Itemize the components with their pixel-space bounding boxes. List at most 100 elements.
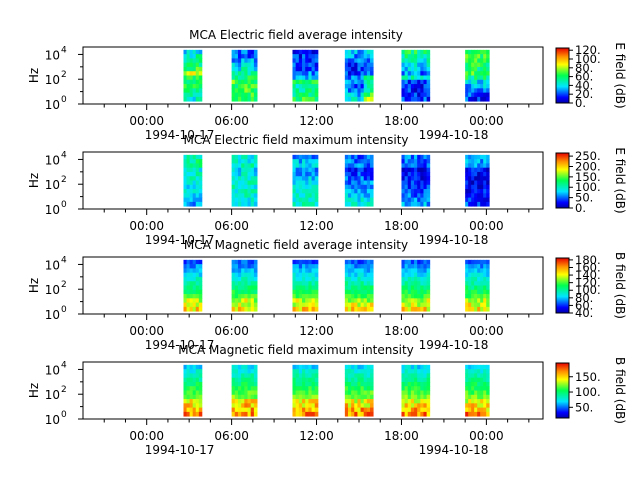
spectrogram-cell [357,407,361,413]
spectrogram-cell [363,193,368,198]
spectrogram-cell [404,66,409,72]
spectrogram-cell [308,159,312,164]
spectrogram-cell [401,294,406,299]
spectrogram-cell [480,193,484,198]
spectrogram-cell [420,193,424,198]
spectrogram-cell [250,66,255,72]
spectrogram-cell [474,154,478,160]
spectrogram-cell [186,294,191,299]
colorbar-tick-label: 150. [575,370,601,384]
spectrogram-cell [253,411,258,417]
spectrogram-cell [474,167,478,173]
spectrogram-cell [363,92,368,98]
spectrogram-cell [253,407,258,413]
spectrogram-cell [344,364,349,370]
spectrogram-cell [410,176,415,181]
spectrogram-cell [250,189,255,194]
spectrogram-cell [410,294,415,299]
spectrogram-cell [237,184,242,190]
spectrogram-cell [234,272,239,278]
spectrogram-cell [295,71,300,76]
spectrogram-cell [314,381,319,387]
spectrogram-cell [314,264,319,269]
spectrogram-cell [186,92,191,98]
spectrogram-cell [231,364,236,370]
spectrogram-cell [186,259,191,265]
spectrogram-cell [426,189,431,194]
spectrogram-cell [474,272,478,278]
spectrogram-cell [407,289,412,295]
spectrogram-cell [237,84,242,89]
y-tick-base: 10 [45,308,60,322]
spectrogram-cell [302,369,306,374]
spectrogram-cell [344,171,349,177]
spectrogram-cell [465,268,469,274]
spectrogram-cell [298,394,303,400]
spectrogram-cell [302,306,306,312]
spectrogram-cell [480,197,484,203]
spectrogram-cell [363,289,368,295]
spectrogram-cell [314,58,319,64]
spectrogram-cell [410,71,415,76]
spectrogram-cell [414,390,418,396]
spectrogram-cell [468,184,472,190]
spectrogram-cell [244,298,248,303]
spectrogram-cell [357,62,361,68]
spectrogram-cell [410,298,415,303]
spectrogram-cell [305,201,309,207]
spectrogram-cell [410,302,415,308]
spectrogram-cell [370,75,374,81]
spectrogram-cell [465,281,469,286]
spectrogram-cell [404,96,409,102]
spectrogram-cell [231,377,236,383]
spectrogram-cell [189,84,194,89]
spectrogram-cell [302,189,306,194]
spectrogram-cell [474,386,478,391]
spectrogram-cell [477,176,481,181]
spectrogram-cell [468,71,472,76]
spectrogram-cell [244,381,248,387]
spectrogram-cell [253,201,258,207]
spectrogram-cell [351,394,355,400]
spectrogram-cell [468,289,472,295]
spectrogram-cell [401,403,406,408]
spectrogram-cell [344,394,349,400]
spectrogram-cell [401,197,406,203]
spectrogram-cell [366,373,371,379]
spectrogram-cell [292,167,297,173]
spectrogram-cell [404,369,409,374]
spectrogram-cell [183,92,187,98]
spectrogram-cell [253,49,258,55]
spectrogram-cell [241,84,245,89]
spectrogram-cell [420,84,424,89]
spectrogram-cell [192,407,197,413]
spectrogram-cell [357,75,361,81]
spectrogram-cell [305,58,309,64]
spectrogram-cell [186,411,191,417]
spectrogram-cell [471,96,475,102]
spectrogram-cell [305,276,309,282]
spectrogram-cell [237,399,242,404]
spectrogram-cell [407,58,412,64]
spectrogram-cell [357,96,361,102]
spectrogram-cell [486,369,490,374]
spectrogram-cell [474,184,478,190]
spectrogram-cell [241,298,245,303]
spectrogram-cell [186,71,191,76]
spectrogram-cell [347,49,352,55]
spectrogram-cell [407,189,412,194]
spectrogram-cell [198,298,203,303]
spectrogram-cell [370,407,374,413]
spectrogram-cell [195,66,200,72]
spectrogram-cell [474,88,478,94]
spectrogram-cell [363,407,368,413]
spectrogram-cell [414,298,418,303]
spectrogram-cell [407,369,412,374]
spectrogram-cell [183,171,187,177]
spectrogram-cell [370,268,374,274]
spectrogram-cell [189,381,194,387]
spectrogram-cell [234,259,239,265]
spectrogram-cell [370,171,374,177]
spectrogram-cell [344,189,349,194]
spectrogram-cell [295,193,300,198]
